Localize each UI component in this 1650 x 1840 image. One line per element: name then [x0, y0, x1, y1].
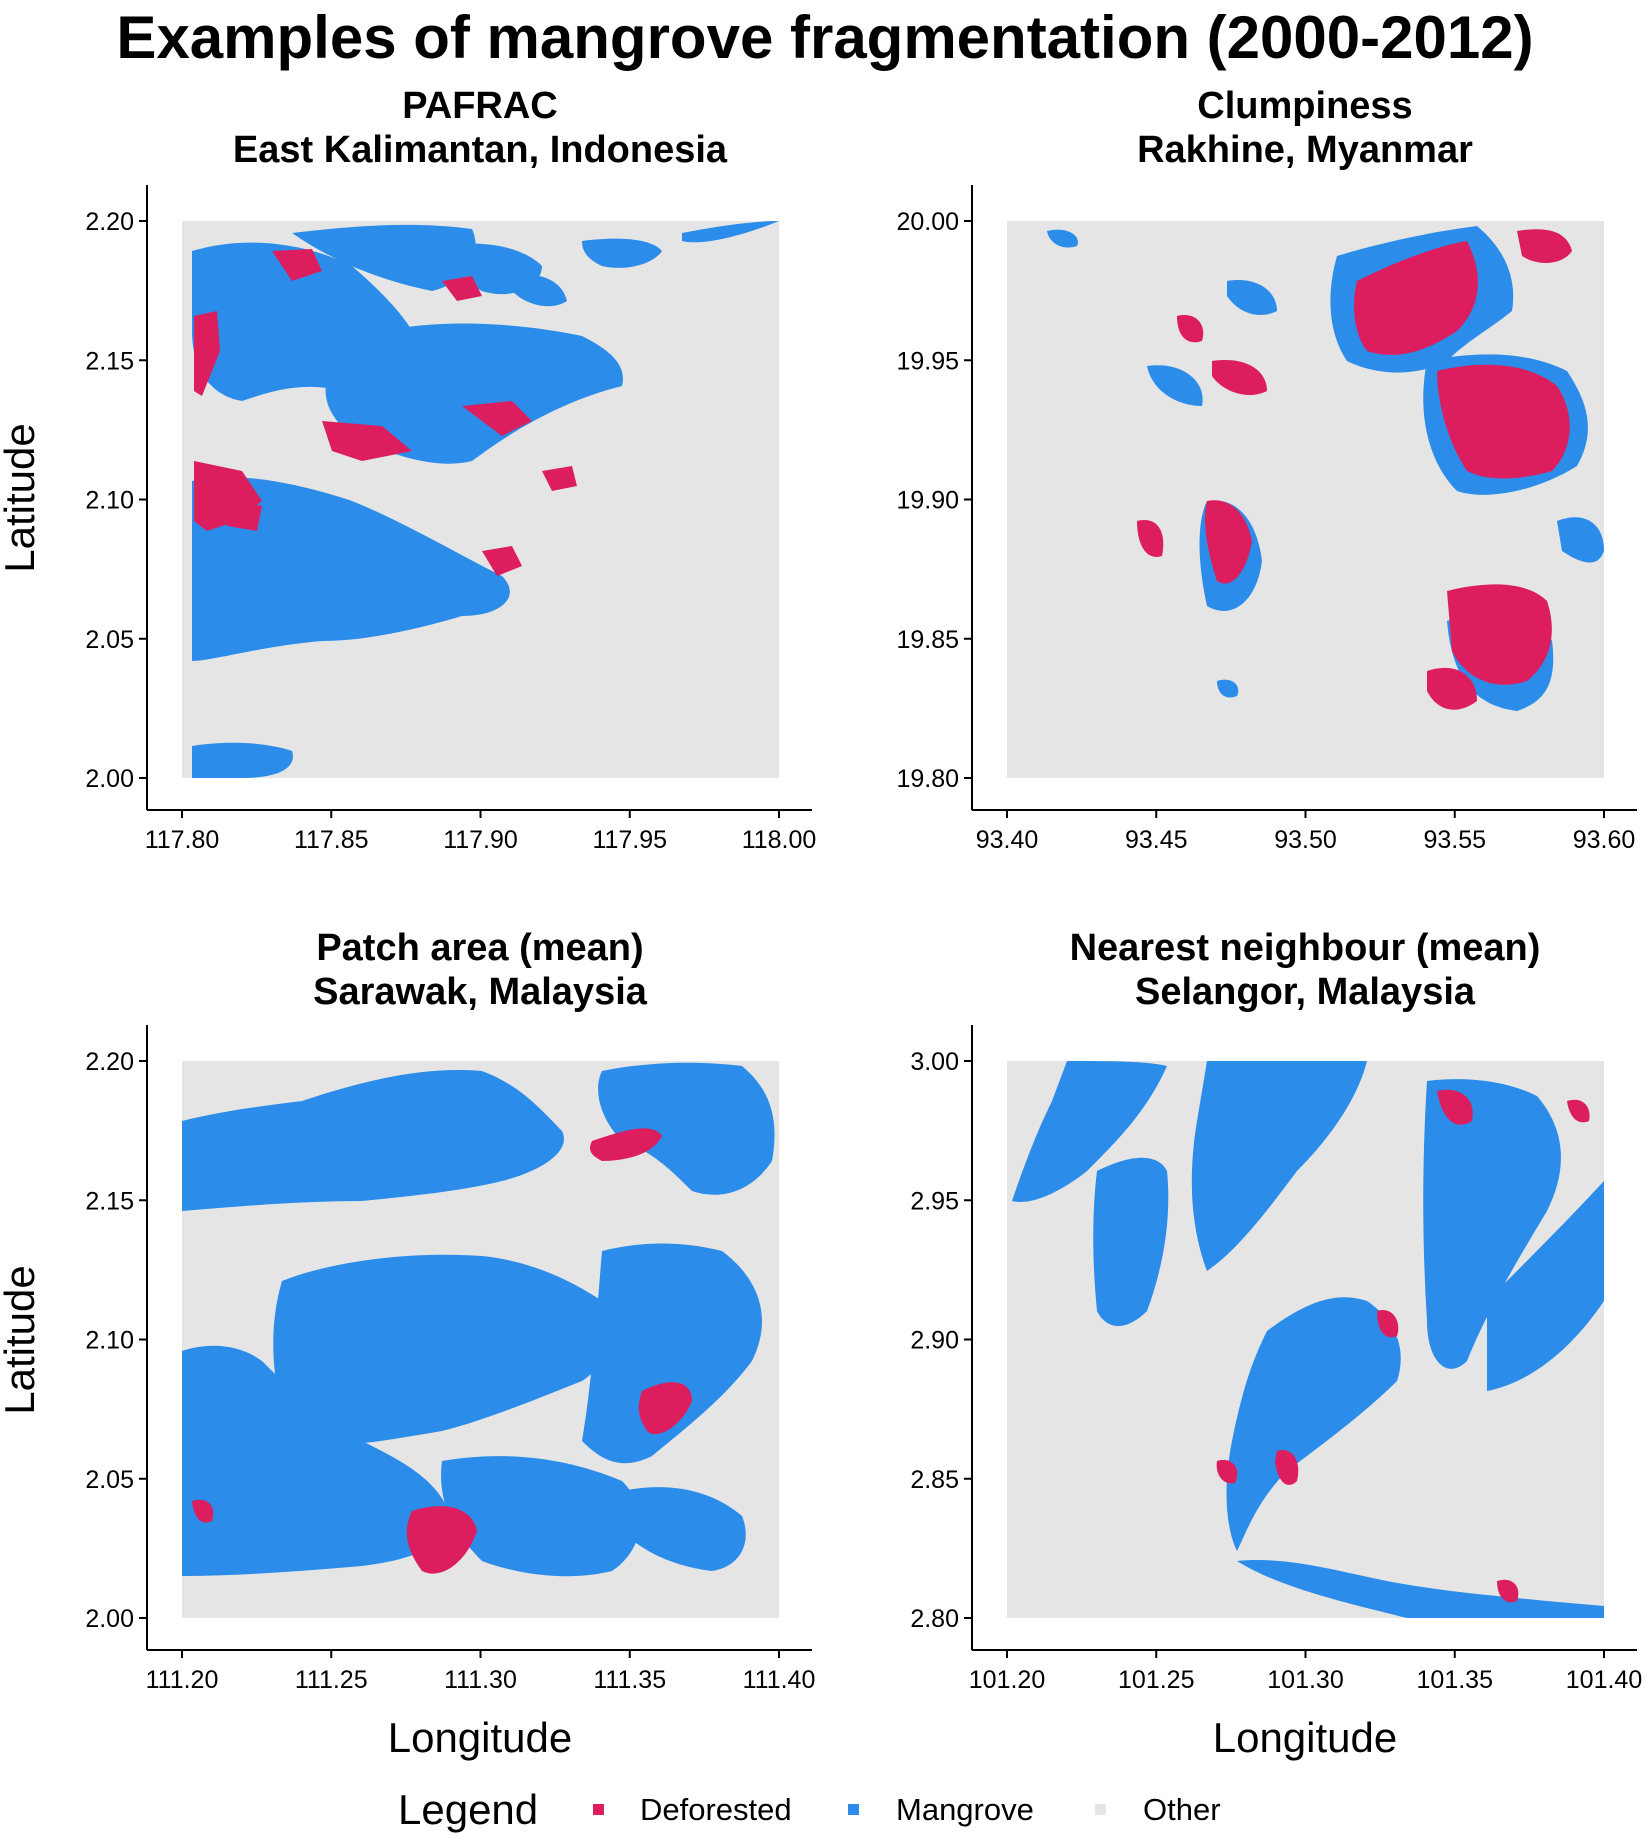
y-tick-label: 2.20	[85, 1048, 134, 1076]
x-tick-label: 93.40	[976, 826, 1039, 854]
x-tick-label: 117.85	[294, 826, 369, 854]
x-tick-label: 93.60	[1573, 826, 1636, 854]
x-tick-label: 117.95	[592, 826, 667, 854]
deforested-areas	[1216, 1089, 1590, 1603]
deforested-areas	[194, 249, 577, 576]
legend-label-deforested: Deforested	[640, 1792, 792, 1827]
panel-2-region: Rakhine, Myanmar	[1137, 129, 1473, 171]
y-tick-label: 2.00	[85, 765, 134, 793]
y-tick-label: 19.90	[896, 487, 959, 515]
legend: Legend Deforested Mangrove Other	[0, 1782, 1650, 1840]
panel-4-axes: 3.00 2.95 2.90 2.85 2.80 101.20 101.25 101.30 10…	[910, 1025, 1642, 1694]
panel-1-axes: 2.20 2.15 2.10 2.05 2.00 117.80 117.85 117.90 11…	[85, 185, 816, 854]
y-tick-label: 2.10	[85, 487, 134, 515]
y-tick-label: 2.90	[910, 1327, 959, 1355]
panel-3-axes: 2.20 2.15 2.10 2.05 2.00 111.20 111.25 111.30 11…	[85, 1025, 815, 1694]
x-tick-label: 117.80	[145, 826, 220, 854]
panel-3-region: Sarawak, Malaysia	[313, 971, 647, 1013]
x-tick-label: 111.20	[146, 1666, 219, 1694]
mangrove-areas	[192, 221, 779, 778]
legend-label-mangrove: Mangrove	[896, 1792, 1034, 1827]
x-tick-label: 111.30	[444, 1666, 517, 1694]
x-tick-label: 117.90	[443, 826, 518, 854]
x-tick-label: 93.45	[1125, 826, 1188, 854]
deforested-areas	[192, 1128, 692, 1574]
panel-1-title: PAFRAC East Kalimantan, Indonesia	[100, 84, 860, 172]
panel-4-metric: Nearest neighbour (mean)	[1069, 927, 1541, 969]
mangrove-areas	[182, 1062, 775, 1577]
panel-4-title: Nearest neighbour (mean) Selangor, Malay…	[925, 926, 1650, 1014]
y-tick-label: 2.85	[910, 1466, 959, 1494]
y-tick-label: 2.95	[910, 1187, 959, 1215]
x-tick-label: 101.25	[1118, 1666, 1194, 1694]
mangrove-areas	[1012, 1061, 1604, 1618]
x-tick-label: 111.35	[593, 1666, 666, 1694]
legend-title: Legend	[398, 1786, 539, 1833]
x-tick-label: 111.25	[295, 1666, 368, 1694]
x-tick-label: 101.40	[1566, 1666, 1642, 1694]
y-tick-label: 20.00	[896, 208, 959, 236]
y-tick-label: 2.15	[85, 347, 134, 375]
y-tick-label: 19.80	[896, 765, 959, 793]
y-tick-label: 2.05	[85, 626, 134, 654]
panel-3-metric: Patch area (mean)	[316, 927, 644, 969]
x-tick-label: 101.35	[1417, 1666, 1493, 1694]
panel-4-region: Selangor, Malaysia	[1134, 971, 1476, 1013]
y-tick-label: 2.05	[85, 1466, 134, 1494]
x-tick-label: 93.50	[1274, 826, 1337, 854]
x-tick-label: 101.30	[1267, 1666, 1343, 1694]
legend-key-deforested	[593, 1804, 604, 1815]
x-tick-label: 101.20	[969, 1666, 1045, 1694]
panel-2-metric: Clumpiness	[1197, 85, 1413, 127]
x-tick-label: 111.40	[743, 1666, 816, 1694]
legend-key-other	[1095, 1804, 1106, 1815]
x-axis-label-right: Longitude	[1212, 1714, 1398, 1761]
y-tick-label: 19.95	[896, 347, 959, 375]
panel-3-title: Patch area (mean) Sarawak, Malaysia	[100, 926, 860, 1014]
x-axis-label-left: Longitude	[387, 1714, 573, 1761]
panel-2-axes: 20.00 19.95 19.90 19.85 19.80 93.40 93.45 93.50…	[896, 185, 1637, 854]
legend-key-mangrove	[848, 1804, 859, 1815]
y-tick-label: 2.10	[85, 1327, 134, 1355]
panel-1-metric: PAFRAC	[402, 85, 558, 127]
panel-2-title: Clumpiness Rakhine, Myanmar	[925, 84, 1650, 172]
legend-label-other: Other	[1143, 1792, 1221, 1827]
small-mangrove-patches	[1047, 229, 1239, 698]
y-tick-label: 3.00	[910, 1048, 959, 1076]
y-tick-label: 2.80	[910, 1605, 959, 1633]
figure-title: Examples of mangrove fragmentation (2000…	[116, 4, 1534, 71]
y-tick-label: 19.85	[896, 626, 959, 654]
y-tick-label: 2.15	[85, 1187, 134, 1215]
y-tick-label: 2.00	[85, 1605, 134, 1633]
panel-1-region: East Kalimantan, Indonesia	[232, 129, 728, 171]
deforested-areas	[1137, 229, 1572, 710]
y-tick-label: 2.20	[85, 208, 134, 236]
x-tick-label: 93.55	[1423, 826, 1486, 854]
x-tick-label: 118.00	[742, 826, 817, 854]
